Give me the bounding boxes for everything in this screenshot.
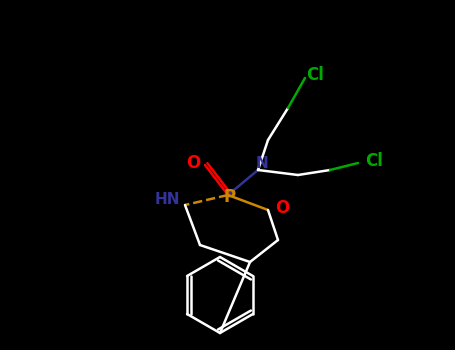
Text: O: O bbox=[186, 154, 200, 172]
Text: O: O bbox=[275, 199, 289, 217]
Text: Cl: Cl bbox=[306, 66, 324, 84]
Text: Cl: Cl bbox=[365, 152, 383, 170]
Text: HN: HN bbox=[154, 193, 180, 208]
Text: P: P bbox=[224, 188, 236, 206]
Text: N: N bbox=[256, 156, 268, 172]
